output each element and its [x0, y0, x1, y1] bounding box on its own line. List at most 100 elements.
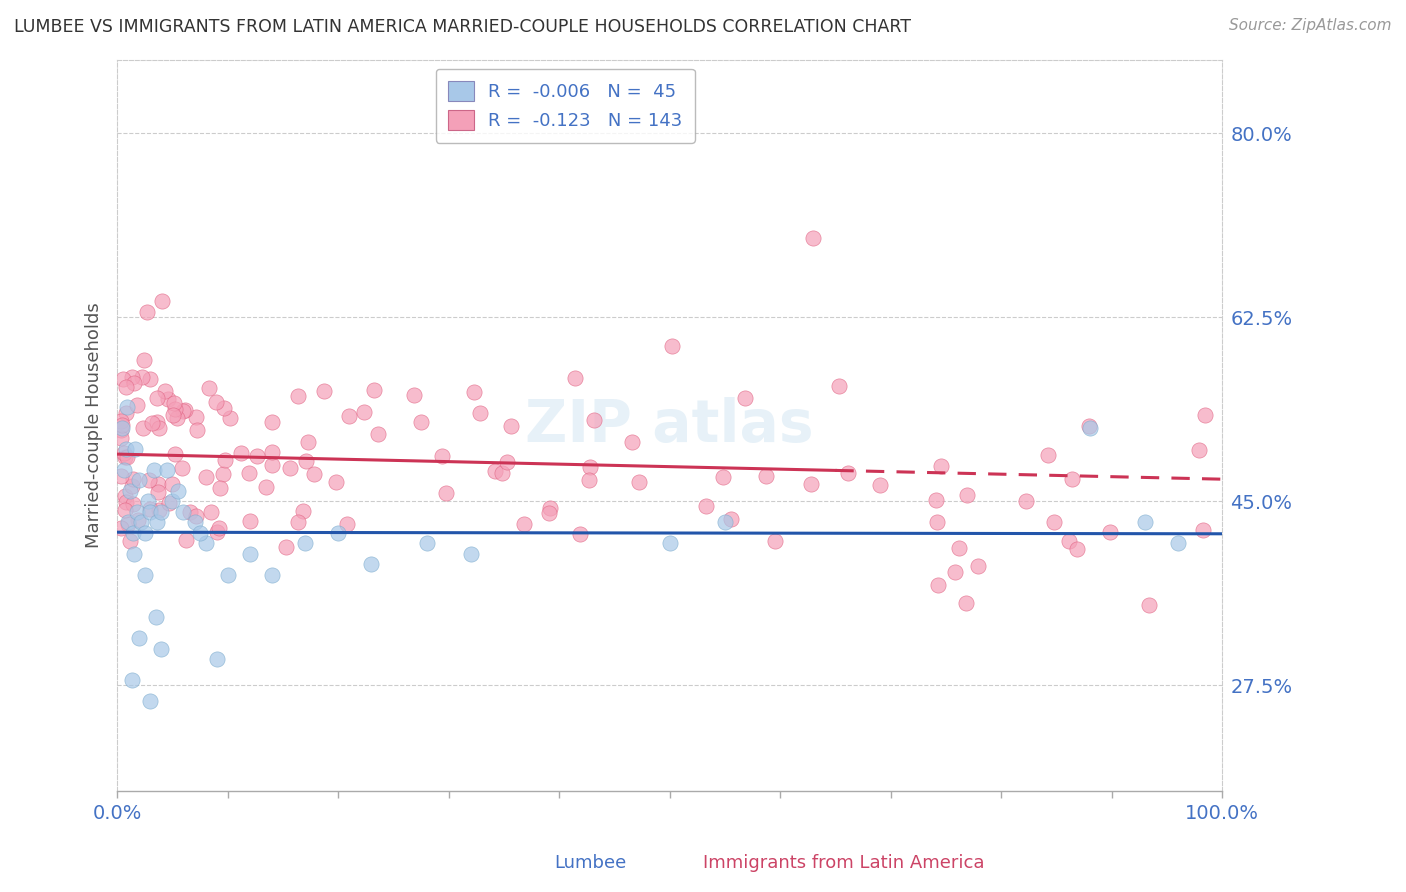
Point — [131, 516, 153, 530]
Point — [409, 415, 432, 429]
Point — [468, 407, 491, 421]
Point — [238, 466, 260, 480]
Point — [194, 536, 217, 550]
Point — [195, 469, 218, 483]
Point — [254, 480, 277, 494]
Text: LUMBEE VS IMMIGRANTS FROM LATIN AMERICA MARRIED-COUPLE HOUSEHOLDS CORRELATION CH: LUMBEE VS IMMIGRANTS FROM LATIN AMERICA … — [14, 18, 911, 36]
Point — [564, 371, 586, 385]
Text: Lumbee: Lumbee — [554, 855, 627, 872]
Point — [1194, 408, 1216, 422]
Point — [115, 495, 138, 509]
Point — [138, 473, 160, 487]
Point — [927, 515, 949, 529]
Point — [239, 547, 262, 561]
Point — [278, 460, 301, 475]
Point — [111, 418, 134, 433]
Point — [166, 410, 188, 425]
Point — [127, 513, 149, 527]
Point — [121, 525, 143, 540]
Point — [484, 463, 506, 477]
Point — [165, 447, 187, 461]
Point — [869, 478, 891, 492]
Point — [163, 402, 186, 417]
Point — [415, 536, 437, 550]
Point — [801, 231, 824, 245]
Point — [1192, 523, 1215, 537]
Point — [198, 381, 221, 395]
Point — [1133, 516, 1156, 530]
Point — [294, 454, 316, 468]
Point — [1036, 448, 1059, 462]
Point — [569, 526, 592, 541]
Point — [179, 505, 201, 519]
Point — [121, 479, 143, 493]
Point — [219, 411, 242, 425]
Point — [127, 398, 149, 412]
Point — [162, 408, 184, 422]
Point — [110, 421, 132, 435]
Point — [205, 394, 228, 409]
Point — [114, 489, 136, 503]
Point — [943, 565, 966, 579]
Point — [579, 460, 602, 475]
Point — [128, 631, 150, 645]
Point — [111, 371, 134, 385]
Point — [146, 477, 169, 491]
Point — [1057, 533, 1080, 548]
Point — [122, 497, 145, 511]
Point — [157, 392, 180, 407]
Point — [1066, 542, 1088, 557]
Point — [153, 384, 176, 398]
Point — [214, 401, 236, 415]
Point — [205, 652, 228, 666]
Point — [314, 384, 336, 398]
Point — [117, 517, 139, 532]
Point — [212, 467, 235, 482]
Point — [139, 372, 162, 386]
Point — [1077, 419, 1099, 434]
Point — [139, 505, 162, 519]
Point — [287, 515, 309, 529]
Point — [150, 641, 173, 656]
Point — [1188, 443, 1211, 458]
Point — [136, 305, 159, 319]
Point — [200, 505, 222, 519]
Point — [491, 467, 513, 481]
Text: ZIP atlas: ZIP atlas — [526, 397, 814, 454]
Point — [276, 540, 298, 554]
Point — [287, 389, 309, 403]
Point — [170, 461, 193, 475]
Point — [120, 483, 142, 498]
Point — [367, 426, 389, 441]
Point — [925, 493, 948, 508]
Point — [208, 520, 231, 534]
Point — [115, 400, 138, 414]
Point — [755, 468, 778, 483]
Point — [186, 423, 208, 437]
Point — [714, 516, 737, 530]
Point — [402, 388, 425, 402]
Point — [162, 494, 184, 508]
Point — [134, 525, 156, 540]
Point — [110, 431, 132, 445]
Point — [142, 463, 165, 477]
Point — [260, 568, 283, 582]
Point — [115, 442, 138, 456]
Point — [146, 516, 169, 530]
Point — [150, 505, 173, 519]
Point — [763, 534, 786, 549]
Point — [136, 494, 159, 508]
Point — [176, 533, 198, 547]
Point — [302, 467, 325, 481]
Point — [434, 486, 457, 500]
Point — [661, 339, 683, 353]
Point — [122, 547, 145, 561]
Point — [325, 475, 347, 489]
Point — [122, 472, 145, 486]
Point — [139, 694, 162, 708]
Point — [360, 558, 382, 572]
Point — [363, 383, 385, 397]
Point — [134, 568, 156, 582]
Point — [146, 485, 169, 500]
Point — [337, 409, 360, 424]
